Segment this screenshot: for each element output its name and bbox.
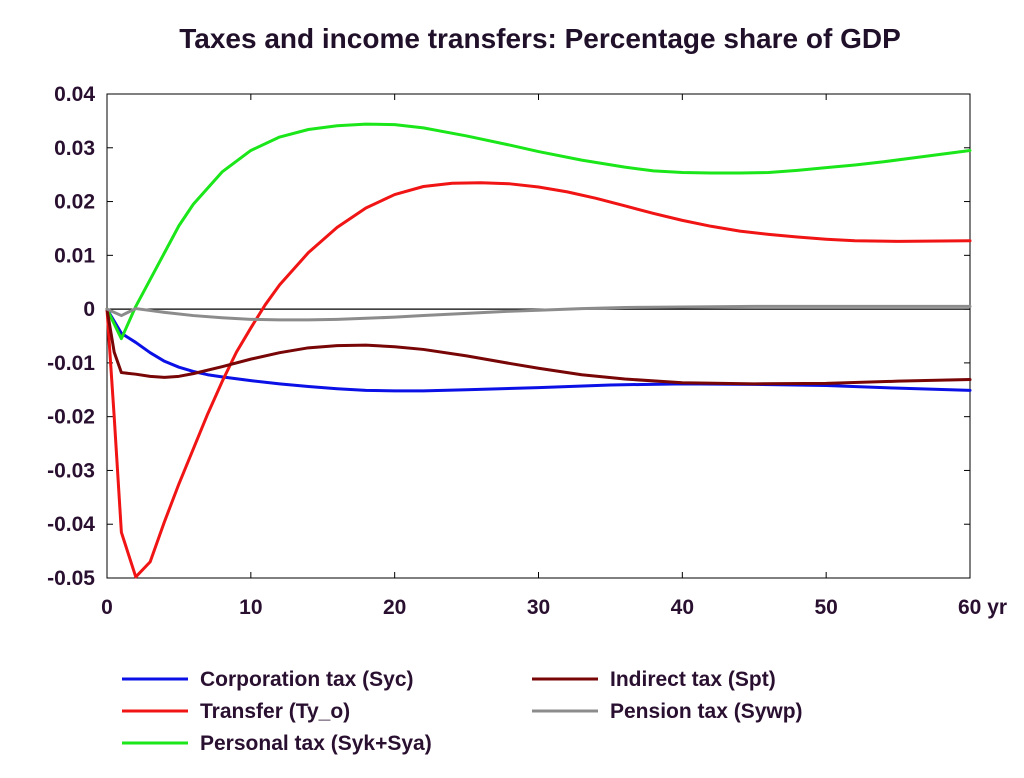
y-tick-label: -0.04: [47, 513, 95, 536]
y-tick-label: 0: [83, 298, 95, 321]
y-tick-labels: 0.04 0.03 0.02 0.01 0 -0.01 -0.02 -0.03 -0.04 -0.…: [47, 83, 95, 590]
legend-label: Pension tax (Sywp): [610, 700, 803, 723]
y-tick-label: -0.02: [47, 406, 95, 429]
chart-title: Taxes and income transfers: Percentage s…: [179, 23, 901, 54]
legend-item-indirect-tax-spt: Indirect tax (Spt): [532, 668, 776, 691]
x-tick-label: 40: [671, 596, 694, 619]
x-tick-label: 20: [383, 596, 406, 619]
x-tick-labels: 0 10 20 30 40 50 60 yr: [101, 596, 1007, 619]
legend-item-transfer-ty-o: Transfer (Ty_o): [122, 700, 350, 723]
x-tick-label: 50: [814, 596, 837, 619]
y-tick-label: -0.05: [47, 567, 95, 590]
y-tick-label: 0.01: [54, 244, 95, 267]
y-tick-label: -0.01: [47, 352, 95, 375]
axis-ticks: [106, 93, 971, 579]
x-tick-label: 30: [527, 596, 550, 619]
series-line-pension-tax-sywp: [105, 304, 972, 322]
series-line-indirect-tax-spt: [105, 307, 972, 386]
x-tick-label: 0: [101, 596, 113, 619]
series-line-personal-tax-syk-sya: [105, 122, 972, 341]
legend-label: Indirect tax (Spt): [610, 668, 776, 691]
y-tick-label: 0.02: [54, 191, 95, 214]
y-tick-label: 0.03: [54, 137, 95, 160]
legend-label: Personal tax (Syk+Sya): [200, 732, 432, 755]
series-line-transfer-ty-o: [105, 181, 972, 579]
x-tick-label: 60 yr: [958, 596, 1007, 619]
legend-item-corporation-tax-syc: Corporation tax (Syc): [122, 668, 414, 691]
y-tick-label: -0.03: [47, 459, 95, 482]
x-tick-label: 10: [239, 596, 262, 619]
legend: Corporation tax (Syc) Transfer (Ty_o) Pers…: [122, 668, 803, 755]
legend-label: Transfer (Ty_o): [200, 700, 350, 723]
y-tick-label: 0.04: [54, 83, 95, 106]
legend-item-personal-tax-syk-sya: Personal tax (Syk+Sya): [122, 732, 432, 755]
legend-item-pension-tax-sywp: Pension tax (Sywp): [532, 700, 803, 723]
legend-label: Corporation tax (Syc): [200, 668, 414, 691]
series-lines: [105, 122, 972, 579]
